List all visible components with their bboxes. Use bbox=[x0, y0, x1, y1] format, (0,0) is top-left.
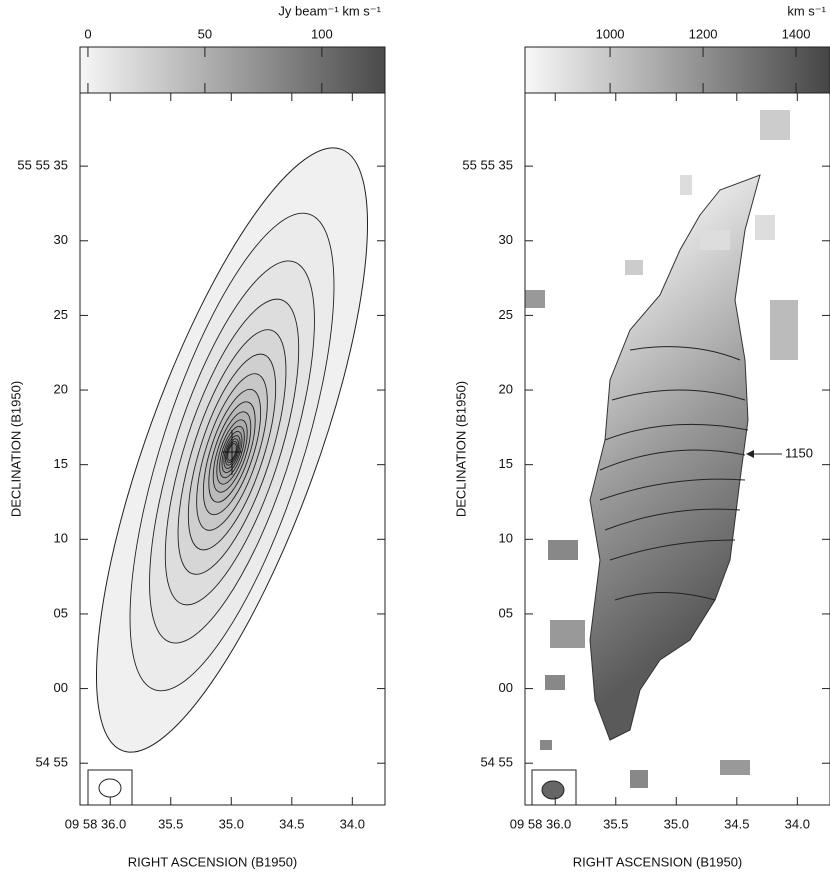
colorbar-tick-label: 50 bbox=[198, 26, 212, 41]
colorbar-tick-label: 1000 bbox=[596, 26, 625, 41]
y-tick-label: 00 bbox=[499, 680, 513, 695]
y-tick-label: 10 bbox=[499, 531, 513, 546]
y-tick-label: 54 55 bbox=[480, 755, 513, 770]
y-tick-label: 00 bbox=[54, 680, 68, 695]
y-axis-title: DECLINATION (B1950) bbox=[8, 381, 23, 517]
y-tick-label: 05 bbox=[54, 605, 68, 620]
intensity-map bbox=[96, 147, 368, 753]
x-tick-label: 35.5 bbox=[158, 816, 183, 831]
x-axis-title: RIGHT ASCENSION (B1950) bbox=[128, 854, 298, 869]
y-tick-label: 20 bbox=[54, 381, 68, 396]
colorbar bbox=[524, 46, 830, 94]
y-axis-title: DECLINATION (B1950) bbox=[453, 381, 468, 517]
y-tick-label: 54 55 bbox=[35, 755, 68, 770]
y-tick-label: 25 bbox=[499, 307, 513, 322]
frame bbox=[79, 92, 386, 806]
y-tick-label: 30 bbox=[54, 232, 68, 247]
colorbar-label: Jy beam⁻¹ km s⁻¹ bbox=[278, 3, 381, 18]
colorbar bbox=[79, 46, 386, 94]
colorbar-tick-label: 1200 bbox=[689, 26, 718, 41]
x-tick-label: 35.0 bbox=[664, 816, 689, 831]
y-tick-label: 05 bbox=[499, 605, 513, 620]
beam bbox=[87, 769, 577, 806]
x-tick-label: 34.0 bbox=[340, 816, 365, 831]
x-tick-label: 09 58 36.0 bbox=[65, 816, 126, 831]
y-tick-label: 55 55 35 bbox=[17, 158, 68, 173]
y-tick-label: 10 bbox=[54, 531, 68, 546]
x-tick-label: 35.0 bbox=[219, 816, 244, 831]
y-tick-label: 20 bbox=[499, 381, 513, 396]
annotation-arrowhead bbox=[746, 450, 754, 458]
x-tick-label: 09 58 36.0 bbox=[510, 816, 571, 831]
x-tick-label: 34.5 bbox=[279, 816, 304, 831]
x-tick-label: 34.5 bbox=[724, 816, 749, 831]
colorbar-tick-label: 100 bbox=[311, 26, 333, 41]
y-tick-label: 30 bbox=[499, 232, 513, 247]
colorbar-tick-label: 1400 bbox=[782, 26, 811, 41]
x-tick-label: 34.0 bbox=[785, 816, 810, 831]
frame bbox=[524, 92, 830, 806]
colorbar-tick-label: 0 bbox=[84, 26, 91, 41]
colorbar-label: km s⁻¹ bbox=[787, 3, 826, 18]
y-tick-label: 55 55 35 bbox=[462, 158, 513, 173]
x-tick-label: 35.5 bbox=[603, 816, 628, 831]
x-axis-title: RIGHT ASCENSION (B1950) bbox=[573, 854, 743, 869]
velocity-map bbox=[525, 110, 798, 788]
y-tick-label: 15 bbox=[54, 456, 68, 471]
annotation: 1150 bbox=[785, 445, 813, 460]
y-tick-label: 25 bbox=[54, 307, 68, 322]
y-tick-label: 15 bbox=[499, 456, 513, 471]
